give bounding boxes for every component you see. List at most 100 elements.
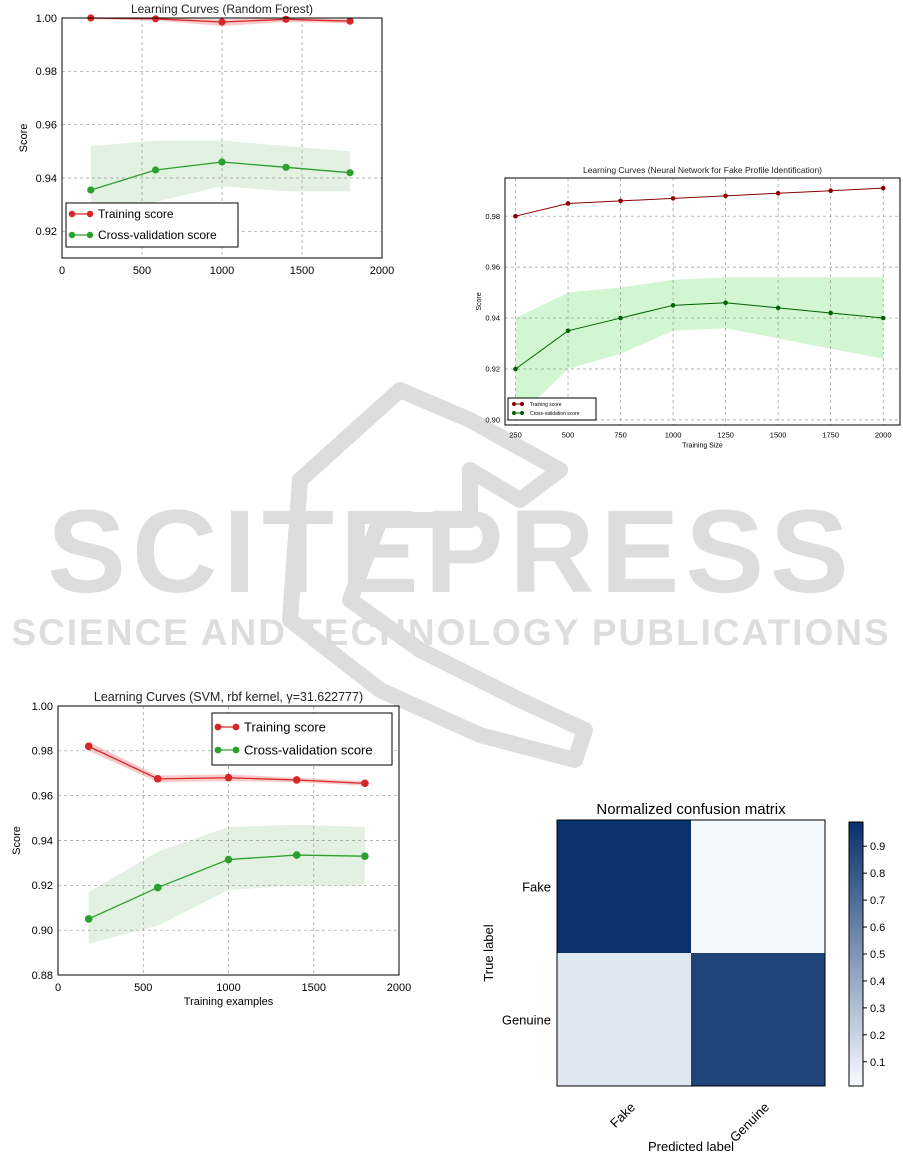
series-0-point: [513, 213, 518, 219]
series-0-point: [670, 196, 676, 201]
series-1-point: [153, 883, 162, 892]
chart-neural-network: 250 500 750 1000 1250 1500 1750 2000 0.90 0.92 0.9…: [476, 165, 901, 450]
y-tick-label: 0.96: [32, 791, 53, 803]
series-1-point: [723, 300, 728, 306]
x-tick-label: 2000: [387, 982, 411, 994]
x-tick-label: 750: [614, 431, 627, 440]
series-0-point: [153, 775, 162, 783]
series-1-point: [513, 366, 518, 372]
watermark: SCITEPRESS SCIENCE AND TECHNOLOGY PUBLIC…: [11, 382, 890, 768]
series-1-point: [361, 852, 369, 860]
series-0-point: [84, 742, 93, 751]
y-tick-label: 0.90: [485, 416, 500, 425]
colorbar-tick-label: 0.9: [870, 841, 885, 853]
series-0-point: [218, 18, 226, 26]
y-tick-label: Genuine: [502, 1013, 551, 1028]
x-tick-label: Fake: [607, 1100, 638, 1131]
series-0-point: [618, 198, 623, 204]
y-tick-label: 0.96: [36, 120, 57, 132]
x-tick-label: 500: [133, 265, 151, 277]
series-0-point: [723, 193, 728, 199]
series-1-point: [670, 303, 676, 308]
series-0-point: [880, 185, 886, 191]
legend-swatch-marker: [214, 746, 222, 754]
legend-label: Training score: [244, 720, 326, 735]
x-tick-label: 250: [509, 431, 522, 440]
series-0-point: [828, 188, 833, 194]
colorbar-tick-label: 0.3: [870, 1003, 885, 1015]
y-tick-label: 0.92: [485, 365, 500, 374]
legend-label: Cross-validation score: [98, 228, 217, 242]
series-1-point: [292, 851, 301, 859]
colorbar-tick-label: 0.4: [870, 976, 885, 988]
matrix-cell: [557, 953, 691, 1086]
y-tick-label: 1.00: [36, 13, 57, 25]
series-1-point: [880, 315, 886, 321]
chart-title: Normalized confusion matrix: [596, 801, 786, 818]
series-1-point: [775, 305, 781, 311]
colorbar-tick-label: 0.2: [870, 1030, 885, 1042]
x-tick-label: 0: [55, 982, 61, 994]
x-tick-label: 2000: [875, 431, 892, 440]
matrix-cell: [691, 820, 825, 953]
series-1-point: [618, 315, 623, 321]
legend-swatch-marker: [68, 231, 76, 239]
legend-swatch-marker: [214, 723, 222, 731]
y-tick-label: 0.94: [36, 173, 57, 185]
y-tick-label: 0.98: [32, 746, 53, 758]
plot-frame: [504, 177, 901, 426]
watermark-title: SCITEPRESS: [47, 486, 855, 618]
series-1-line: [515, 302, 884, 370]
colorbar: [848, 821, 864, 1087]
watermark-logo-shape: [282, 382, 593, 768]
y-axis-label: Score: [11, 826, 23, 855]
legend-swatch-marker: [86, 210, 94, 218]
y-axis-label: True label: [481, 924, 496, 981]
series-0-point: [361, 779, 369, 788]
legend-swatch-marker: [519, 410, 525, 416]
series-0-point: [565, 201, 571, 206]
legend-label: Cross-validation score: [244, 743, 373, 758]
y-tick-label: 0.96: [485, 263, 500, 272]
y-tick-label: Fake: [522, 880, 551, 895]
series-1-point: [282, 163, 290, 171]
legend-box: [507, 397, 597, 421]
legend-swatch-marker: [86, 231, 94, 239]
x-tick-label: 500: [562, 431, 575, 440]
x-tick-label: 1500: [770, 431, 787, 440]
legend-label: Training score: [530, 402, 562, 408]
y-tick-label: 0.92: [36, 226, 57, 238]
matrix-frame: [556, 819, 826, 1087]
series-1-point: [224, 855, 233, 864]
legend-label: Training score: [98, 207, 174, 221]
series-1-point: [565, 328, 571, 334]
series-0-point: [224, 773, 233, 782]
series-0-point: [152, 15, 160, 23]
legend-label: Cross-validation score: [530, 411, 580, 417]
chart-svm: 0 500 1000 1500 2000 0.88 0.90 0.92 0.94 0.96 0.98…: [11, 690, 411, 1008]
y-tick-label: 0.98: [36, 66, 57, 78]
chart-title: Learning Curves (SVM, rbf kernel, γ=31.6…: [94, 690, 363, 704]
legend-swatch-marker: [511, 401, 517, 407]
legend-swatch-marker: [232, 746, 240, 754]
legend-swatch-marker: [519, 401, 525, 407]
x-tick-label: 1000: [216, 982, 240, 994]
x-tick-label: 0: [59, 265, 65, 277]
watermark-subtitle: SCIENCE AND TECHNOLOGY PUBLICATIONS: [11, 612, 890, 653]
colorbar-tick-label: 0.7: [870, 895, 885, 907]
series-1-point: [218, 158, 226, 166]
x-tick-label: 1500: [302, 982, 326, 994]
matrix-cell: [691, 953, 825, 1086]
colorbar-tick-label: 0.1: [870, 1057, 885, 1069]
chart-random-forest: 0 500 1000 1500 2000 0.92 0.94 0.96 0.98 1.00 Lear…: [18, 2, 394, 277]
x-axis-label: Training examples: [184, 996, 274, 1008]
colorbar-tick-label: 0.6: [870, 922, 885, 934]
x-tick-label: 2000: [370, 265, 394, 277]
legend-box: [211, 712, 393, 766]
y-tick-label: 1.00: [32, 701, 53, 713]
series-1-point: [346, 169, 354, 177]
series-1-point: [84, 915, 93, 923]
matrix-cell: [557, 820, 691, 953]
x-tick-label: 1500: [290, 265, 314, 277]
